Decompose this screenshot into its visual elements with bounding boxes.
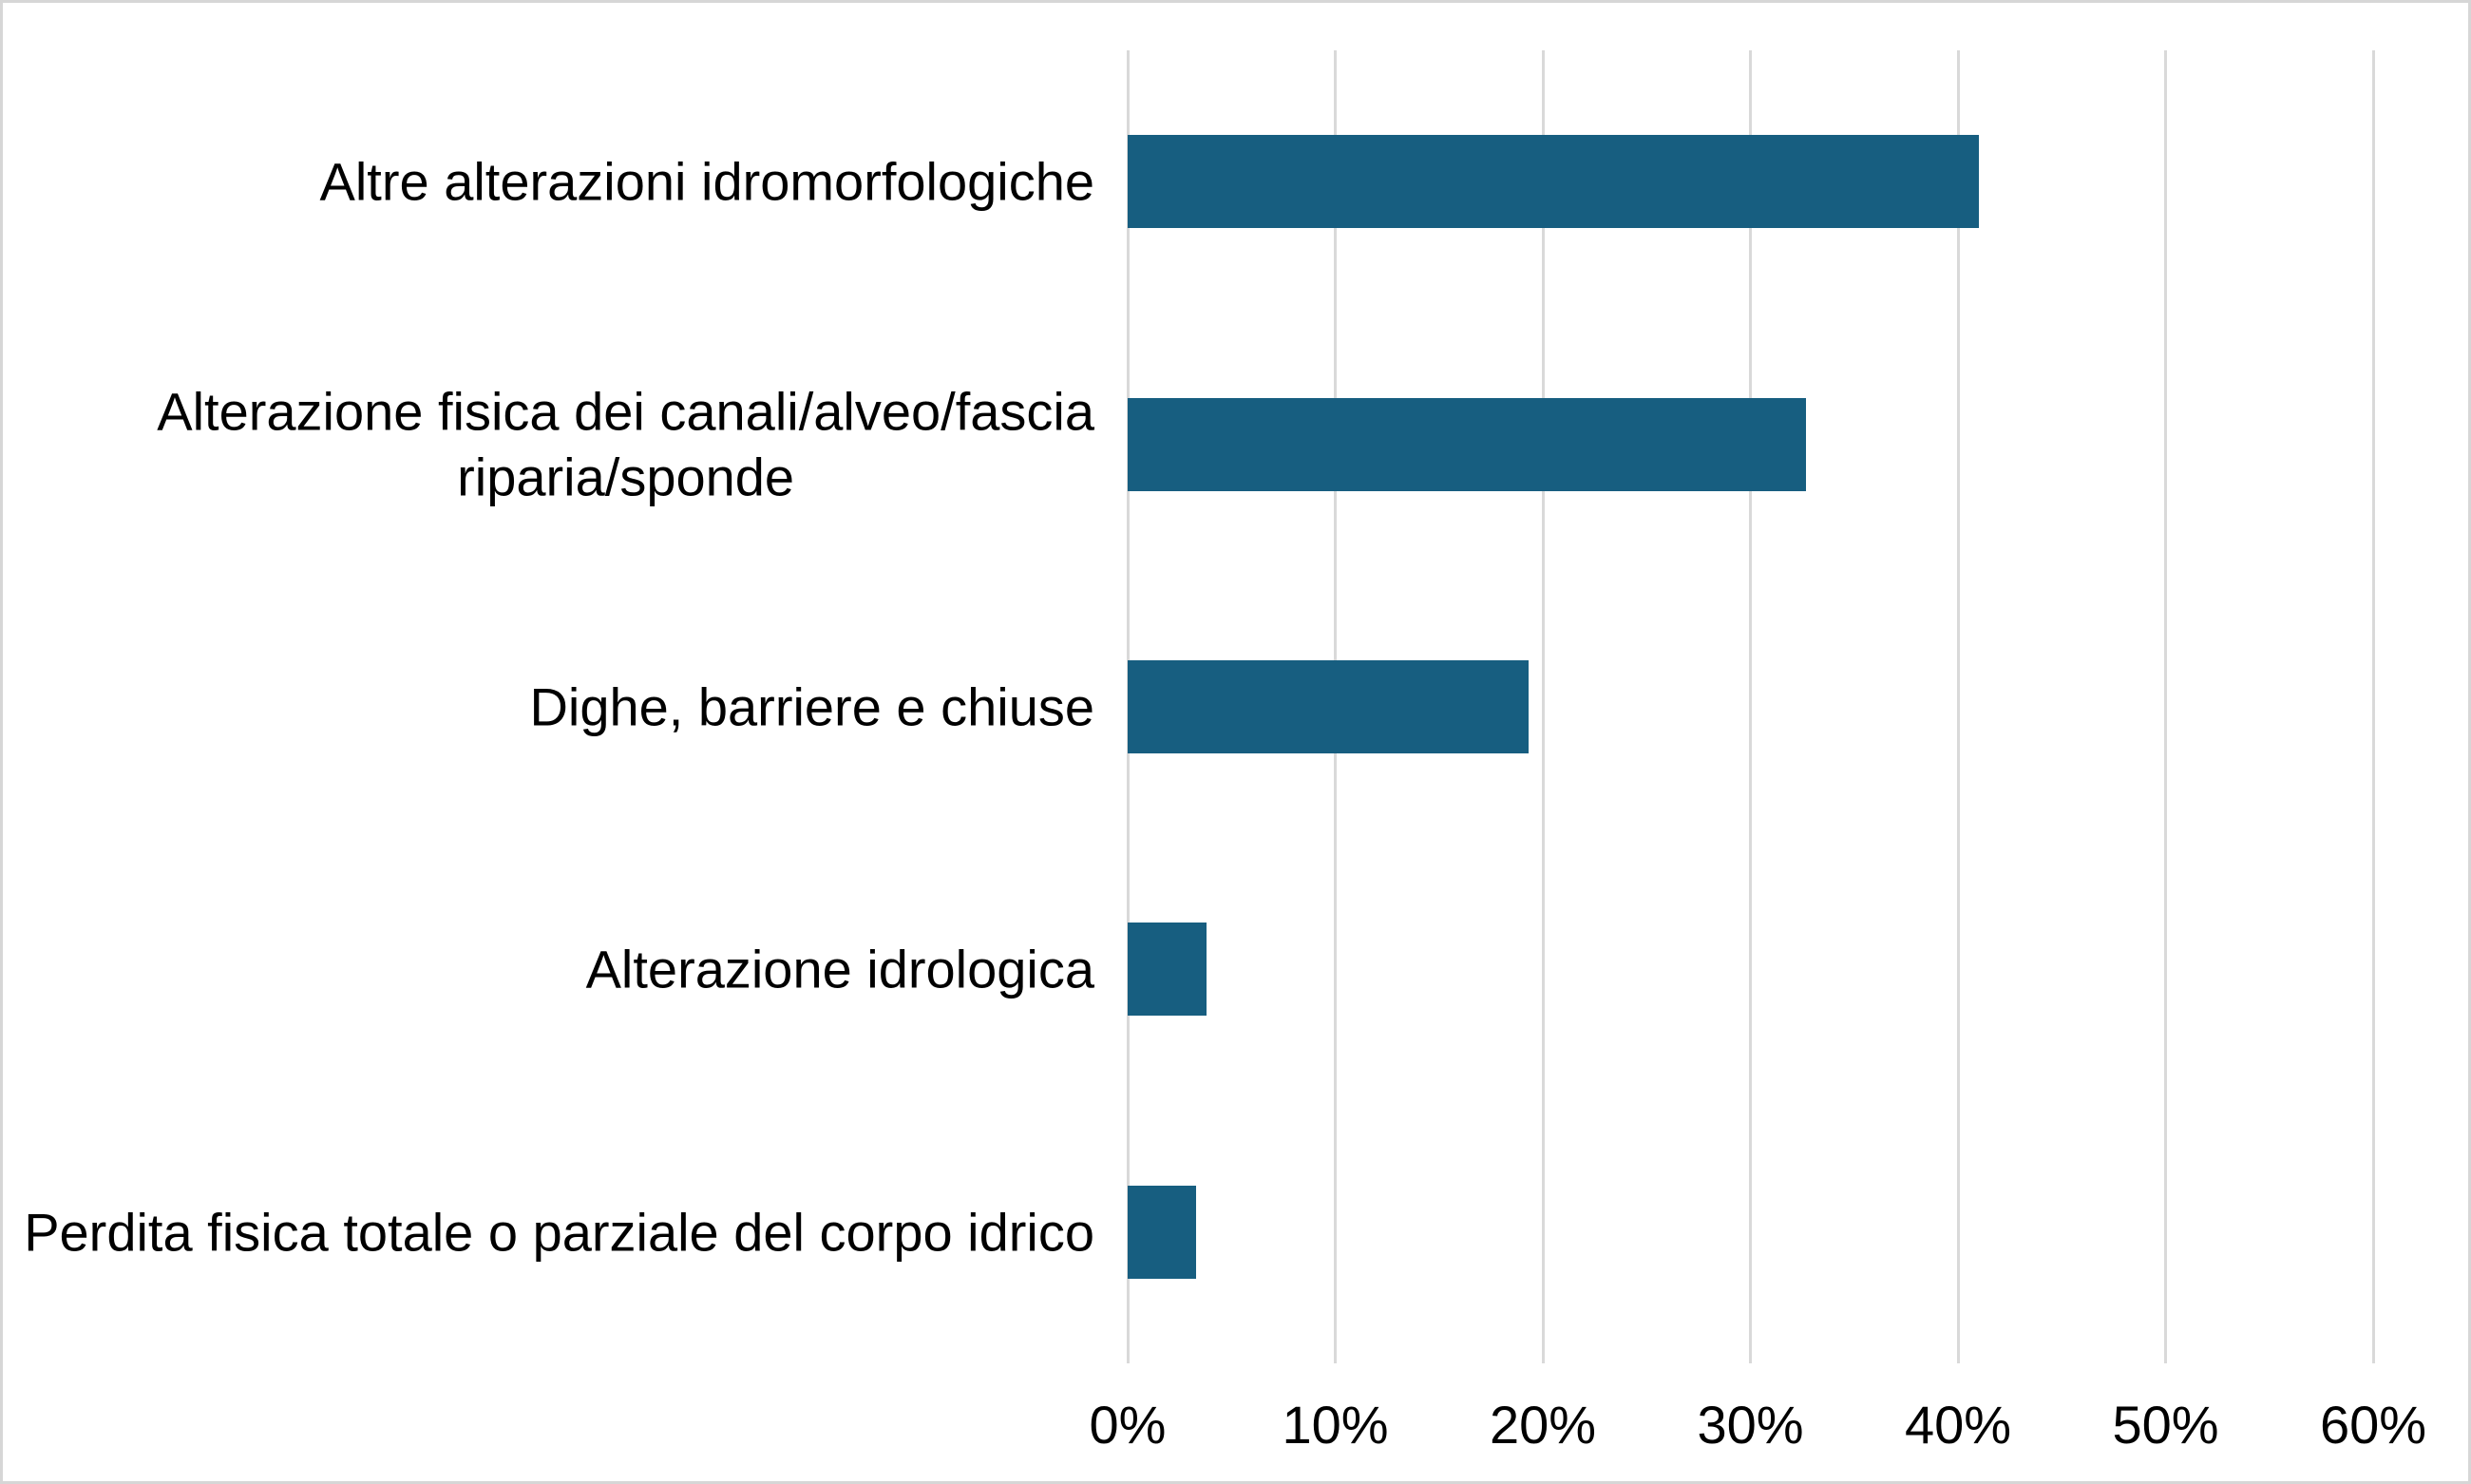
bar-5 — [1128, 1185, 1197, 1279]
gridline — [1541, 50, 1545, 1363]
gridline — [1956, 50, 1960, 1363]
bar-4 — [1128, 923, 1207, 1017]
plot-area — [1126, 50, 2375, 1363]
bar-3 — [1128, 660, 1529, 753]
category-label: Dighe, barriere e chiuse — [529, 676, 1094, 737]
x-axis-tick-label: 30% — [1697, 1395, 1804, 1455]
gridline — [2371, 50, 2375, 1363]
gridline — [2164, 50, 2167, 1363]
x-axis-tick-label: 0% — [1089, 1395, 1167, 1455]
x-axis-tick-label: 40% — [1904, 1395, 2012, 1455]
category-label: Altre alterazioni idromorfologiche — [319, 151, 1095, 212]
category-label: Alterazione idrologica — [585, 939, 1094, 999]
x-axis-tick-label: 50% — [2112, 1395, 2219, 1455]
bar-2 — [1128, 397, 1807, 491]
x-axis-tick-label: 10% — [1282, 1395, 1389, 1455]
x-axis-tick-label: 20% — [1489, 1395, 1597, 1455]
gridline — [1749, 50, 1752, 1363]
bar-1 — [1128, 135, 1979, 229]
category-label: Alterazione fisica dei canali/alveo/fasc… — [157, 381, 1094, 507]
category-label: Perdita fisica totale o parziale del cor… — [24, 1202, 1094, 1263]
x-axis-tick-label: 60% — [2319, 1395, 2427, 1455]
